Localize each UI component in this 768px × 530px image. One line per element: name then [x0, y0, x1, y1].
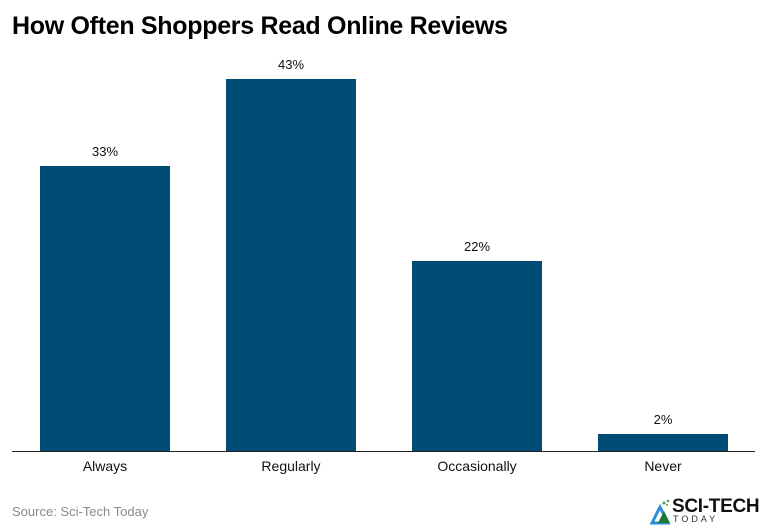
value-label: 43%	[277, 57, 305, 72]
sci-tech-today-logo: SCI-TECH TODAY	[650, 497, 760, 525]
value-label: 2%	[653, 412, 673, 427]
bar-never	[598, 434, 728, 451]
bar-occasionally	[412, 261, 542, 451]
category-label: Occasionally	[437, 458, 517, 474]
logo-sub-text: TODAY	[673, 514, 719, 524]
value-label: 22%	[463, 239, 491, 254]
category-label: Always	[82, 458, 128, 474]
chart-title: How Often Shoppers Read Online Reviews	[12, 12, 508, 40]
bar-always	[40, 166, 170, 451]
value-label: 33%	[91, 144, 119, 159]
category-label: Regularly	[261, 458, 321, 474]
bar-regularly	[226, 79, 356, 451]
source-note: Source: Sci-Tech Today	[12, 504, 149, 519]
category-label: Never	[644, 458, 682, 474]
logo-mark-icon	[650, 499, 671, 525]
logo-main-text: SCI-TECH	[672, 496, 760, 517]
x-axis-baseline	[12, 451, 755, 452]
